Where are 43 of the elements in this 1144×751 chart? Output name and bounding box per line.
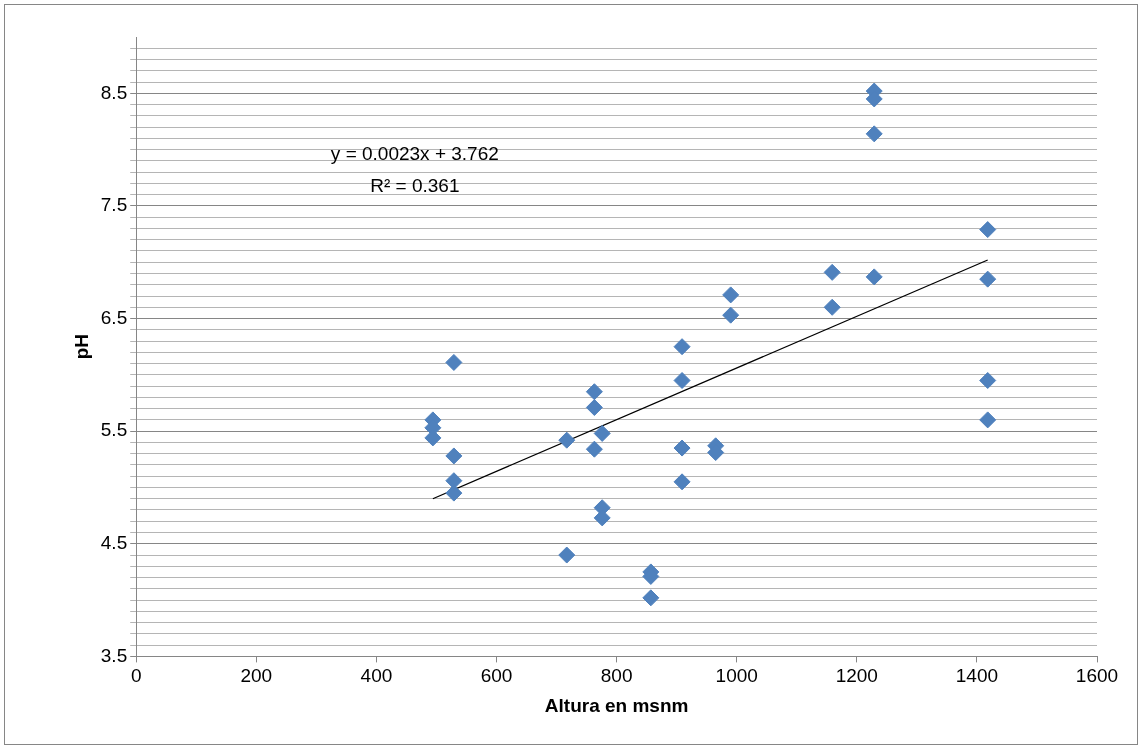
point	[558, 431, 576, 449]
x-tick-label: 1400	[955, 665, 999, 687]
point	[823, 298, 841, 316]
x-tick-label: 0	[130, 665, 142, 687]
point	[673, 439, 691, 457]
x-tick-label: 1000	[715, 665, 758, 687]
point	[585, 383, 603, 401]
point	[979, 411, 997, 429]
point	[593, 424, 611, 442]
y-axis-title: pH	[70, 334, 92, 360]
annotation: y = 0.0023x + 3.762	[330, 143, 499, 165]
point	[445, 484, 463, 502]
point	[722, 306, 740, 324]
point	[673, 473, 691, 491]
x-tick-label: 200	[240, 665, 273, 687]
point	[673, 371, 691, 389]
point	[979, 221, 997, 239]
x-tick-label: 600	[480, 665, 513, 687]
point	[979, 371, 997, 389]
x-tick-label: 400	[360, 665, 393, 687]
point	[558, 546, 576, 564]
y-tick-label: 6.5	[100, 306, 128, 328]
x-tick-label: 1600	[1075, 665, 1119, 687]
point	[445, 353, 463, 371]
point	[585, 399, 603, 417]
y-tick-label: 4.5	[100, 532, 128, 554]
x-tick-label: 1200	[835, 665, 878, 687]
point	[673, 338, 691, 356]
point	[585, 440, 603, 458]
point	[445, 447, 463, 465]
point	[865, 268, 883, 286]
y-tick-label: 7.5	[100, 194, 128, 216]
point	[642, 589, 660, 607]
point	[865, 125, 883, 143]
annotation: R² = 0.361	[370, 175, 460, 197]
x-axis-title: Altura en msnm	[544, 694, 689, 716]
point	[722, 286, 740, 304]
y-tick-label: 8.5	[100, 81, 128, 103]
point	[979, 270, 997, 288]
x-tick-label: 800	[600, 665, 633, 687]
point	[823, 263, 841, 281]
y-tick-label: 3.5	[100, 644, 128, 666]
y-tick-label: 5.5	[100, 419, 128, 441]
